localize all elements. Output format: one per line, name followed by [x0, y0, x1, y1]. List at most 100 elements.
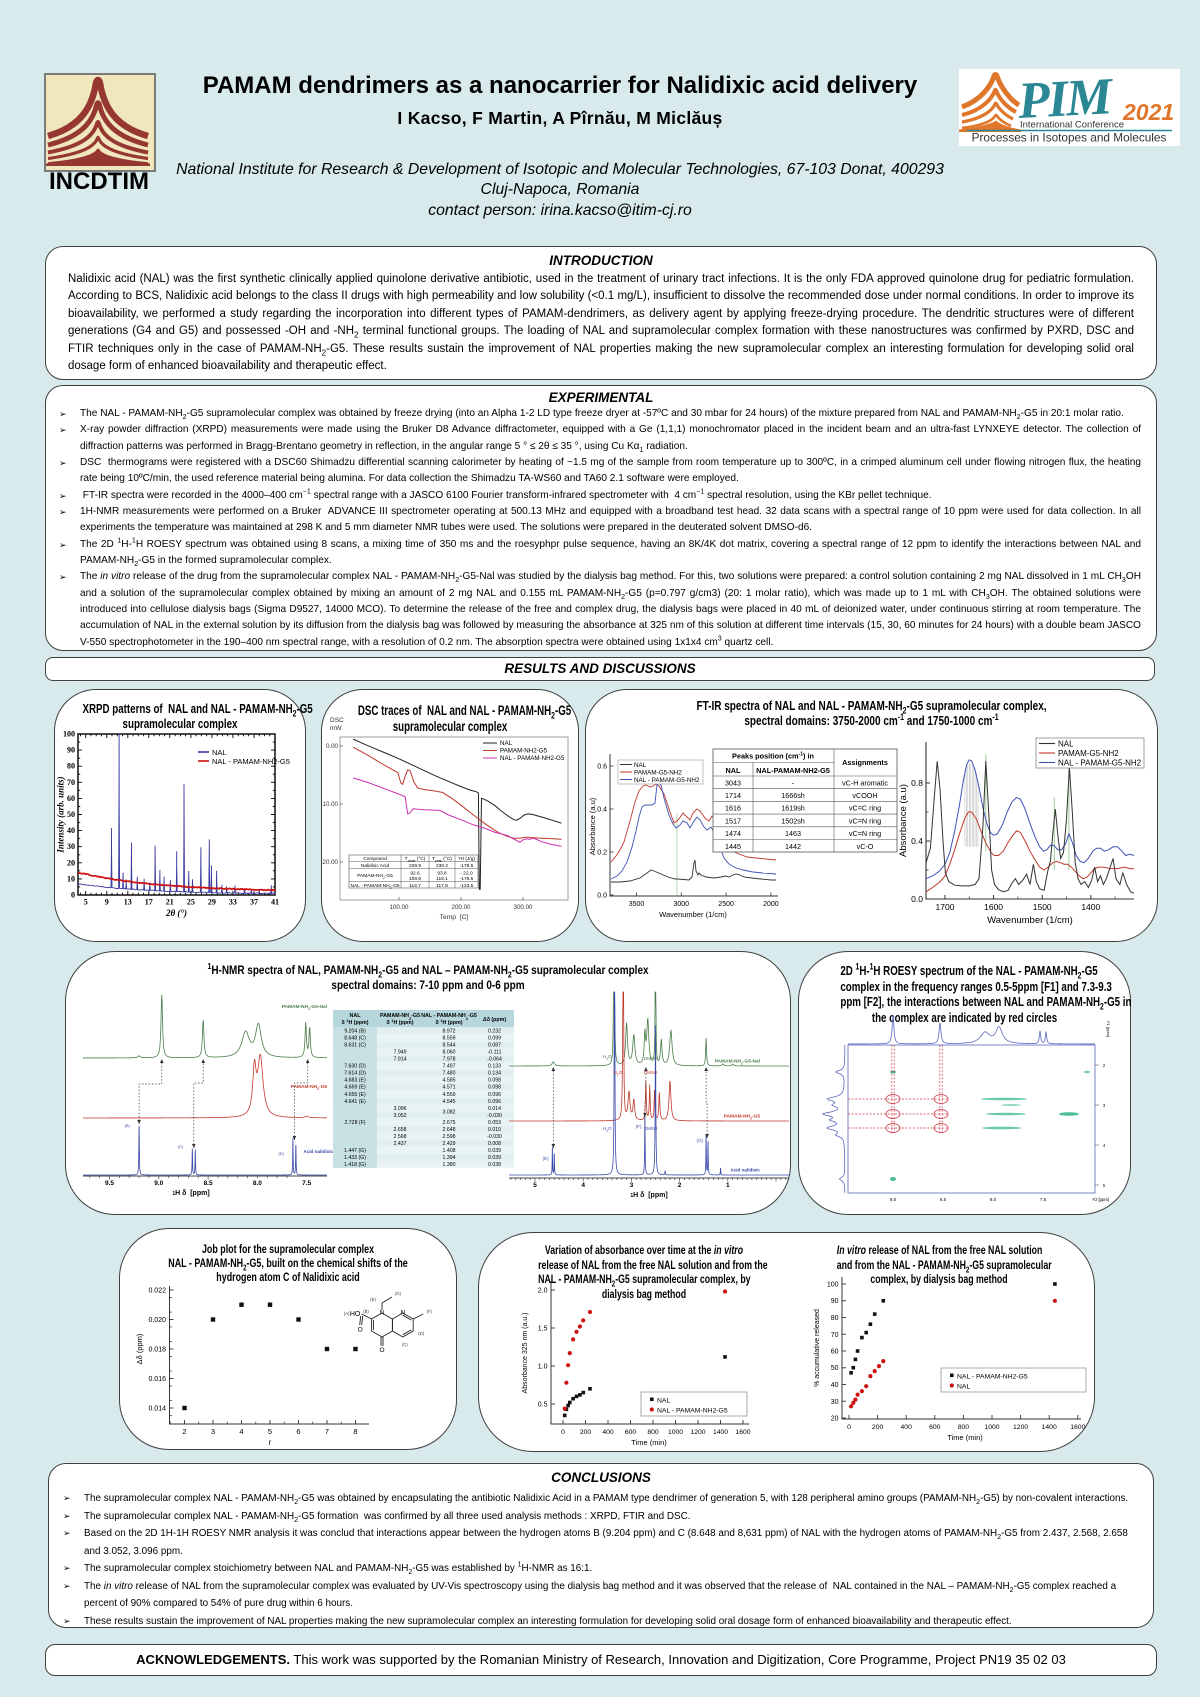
- svg-text:5: 5: [268, 1427, 272, 1436]
- svg-text:-20.00: -20.00: [322, 859, 339, 866]
- svg-text:2.568: 2.568: [394, 1134, 407, 1140]
- svg-text:3: 3: [630, 1182, 634, 1189]
- svg-text:93.8: 93.8: [437, 870, 447, 876]
- svg-text:0.087: 0.087: [488, 1042, 501, 1048]
- svg-text:?H (J/g): ?H (J/g): [458, 856, 475, 862]
- svg-text:NAL - PAMAM-NH2-G5: NAL - PAMAM-NH2-G5: [421, 1013, 477, 1021]
- svg-text:2000: 2000: [763, 901, 779, 908]
- svg-text:Δδ (ppm): Δδ (ppm): [135, 1333, 144, 1364]
- svg-text:1700: 1700: [936, 902, 955, 912]
- svg-text:(B): (B): [363, 1309, 369, 1314]
- svg-text:-0.030: -0.030: [487, 1113, 502, 1119]
- svg-text:2.437: 2.437: [394, 1141, 407, 1147]
- svg-text:1400: 1400: [1042, 1424, 1057, 1431]
- svg-text:7.630 (D): 7.630 (D): [344, 1064, 366, 1070]
- svg-text:9.0: 9.0: [154, 1180, 163, 1187]
- svg-text:Acid nalidixic: Acid nalidixic: [304, 1149, 334, 1154]
- svg-text:(D): (D): [418, 1331, 424, 1336]
- svg-text:8.648 (C): 8.648 (C): [344, 1035, 366, 1041]
- svg-text:Time (min): Time (min): [947, 1433, 983, 1442]
- svg-text:0: 0: [847, 1424, 851, 1431]
- svg-text:Wavenumber (1/cm): Wavenumber (1/cm): [659, 910, 727, 919]
- svg-text:Intensity (arb. units): Intensity (arb. units): [56, 776, 66, 853]
- svg-text:0.053: 0.053: [488, 1120, 501, 1126]
- svg-text:228.9: 228.9: [409, 863, 421, 869]
- svg-text:9.204 (B): 9.204 (B): [344, 1028, 366, 1034]
- svg-text:H2O: H2O: [614, 1070, 623, 1077]
- svg-text:Nalidixic Acid: Nalidixic Acid: [361, 863, 390, 869]
- svg-text:1619sh: 1619sh: [781, 804, 805, 813]
- svg-text:7.497: 7.497: [443, 1064, 456, 1070]
- svg-text:0.020: 0.020: [148, 1317, 166, 1324]
- svg-text:1474: 1474: [725, 829, 741, 838]
- svg-text:118.1: 118.1: [436, 876, 448, 882]
- svg-text:7.480: 7.480: [443, 1071, 456, 1077]
- svg-text:20: 20: [67, 858, 75, 867]
- svg-text:200: 200: [580, 1429, 592, 1436]
- svg-text:0.5: 0.5: [538, 1402, 548, 1409]
- svg-text:4.571: 4.571: [443, 1085, 456, 1091]
- svg-text:0.014: 0.014: [488, 1106, 501, 1112]
- svg-text:0.6: 0.6: [597, 764, 607, 771]
- svg-text:1000: 1000: [984, 1424, 999, 1431]
- svg-text:NAL: NAL: [350, 1013, 362, 1019]
- svg-text:2021: 2021: [1122, 99, 1174, 125]
- svg-text:H2O: H2O: [603, 1054, 612, 1061]
- svg-text:PIM: PIM: [1016, 69, 1116, 130]
- svg-text:8: 8: [353, 1427, 357, 1436]
- svg-text:% accumulative released: % accumulative released: [814, 1309, 821, 1387]
- svg-text:20: 20: [831, 1416, 839, 1423]
- svg-text:NAL: NAL: [1058, 740, 1074, 749]
- svg-text:NAL: NAL: [957, 1384, 970, 1391]
- svg-text:2.0: 2.0: [538, 1288, 548, 1295]
- svg-text:1500: 1500: [1033, 902, 1052, 912]
- svg-text:PAMAM-NH2-G5: PAMAM-NH2-G5: [724, 1114, 761, 1121]
- svg-text:1714: 1714: [725, 791, 741, 800]
- svg-text:-0.064: -0.064: [487, 1057, 502, 1063]
- svg-text:1.0: 1.0: [538, 1364, 548, 1371]
- svg-text:(B): (B): [125, 1123, 131, 1128]
- svg-text:(F): (F): [427, 1309, 433, 1314]
- svg-text:70: 70: [831, 1332, 839, 1339]
- svg-text:4: 4: [1103, 1143, 1106, 1148]
- svg-text:3.082: 3.082: [443, 1109, 456, 1115]
- svg-text:8.060: 8.060: [443, 1050, 456, 1056]
- svg-text:8.544: 8.544: [443, 1042, 456, 1048]
- svg-text:2500: 2500: [718, 901, 734, 908]
- svg-text:International Conference: International Conference: [1020, 120, 1124, 131]
- svg-text:117.8: 117.8: [436, 883, 448, 889]
- svg-text:Compound: Compound: [363, 856, 387, 862]
- svg-text:1000: 1000: [668, 1429, 683, 1436]
- svg-text:0.010: 0.010: [488, 1127, 501, 1133]
- svg-text:(C): (C): [178, 1144, 184, 1149]
- svg-text:F1 [ppm]: F1 [ppm]: [1106, 1021, 1111, 1037]
- svg-text:DMSO: DMSO: [644, 1070, 658, 1075]
- svg-text:17: 17: [145, 898, 153, 907]
- svg-text:F2 [ppm]: F2 [ppm]: [1092, 1197, 1109, 1202]
- svg-text:0.016: 0.016: [148, 1376, 166, 1383]
- svg-text:2.598: 2.598: [443, 1134, 456, 1140]
- svg-text:r: r: [269, 1438, 272, 1447]
- svg-text:0.096: 0.096: [488, 1092, 501, 1098]
- svg-text:300.00: 300.00: [514, 904, 533, 911]
- svg-text:7.949: 7.949: [394, 1050, 407, 1056]
- svg-text:0.018: 0.018: [148, 1347, 166, 1354]
- svg-text:8.0: 8.0: [990, 1197, 997, 1202]
- svg-text:1200: 1200: [690, 1429, 705, 1436]
- svg-text:50: 50: [831, 1365, 839, 1372]
- svg-text:4.585: 4.585: [443, 1078, 456, 1084]
- svg-text:0.8: 0.8: [911, 778, 923, 788]
- svg-text:9.5: 9.5: [105, 1180, 114, 1187]
- svg-text:δ 1H (ppm): δ 1H (ppm): [342, 1018, 369, 1027]
- svg-text:NAL-PAMAM-NH2-G5: NAL-PAMAM-NH2-G5: [756, 766, 830, 775]
- svg-text:2.648: 2.648: [443, 1127, 456, 1133]
- svg-text:1666sh: 1666sh: [781, 791, 805, 800]
- svg-text:NAL: NAL: [500, 740, 513, 747]
- svg-text:1442: 1442: [785, 842, 801, 851]
- svg-text:4: 4: [239, 1427, 243, 1436]
- svg-text:Temp [C]: Temp [C]: [439, 914, 468, 921]
- svg-text:Absorbance (a.u): Absorbance (a.u): [588, 797, 597, 855]
- svg-text:6: 6: [296, 1427, 300, 1436]
- svg-text:DMSO: DMSO: [644, 1056, 658, 1061]
- svg-text:60: 60: [67, 794, 75, 803]
